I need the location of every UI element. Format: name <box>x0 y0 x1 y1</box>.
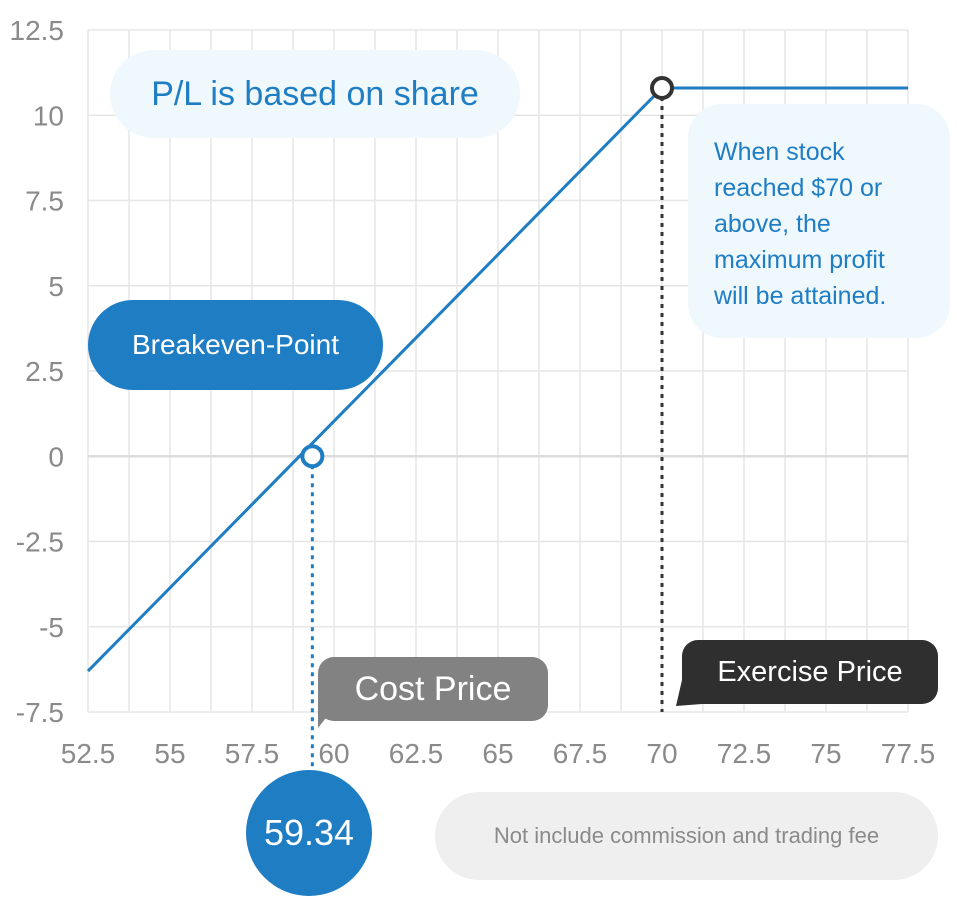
cost-price-label: Cost Price <box>318 657 548 721</box>
max-profit-line: will be attained. <box>714 282 887 310</box>
exercise-price-label: Exercise Price <box>682 640 938 704</box>
max-profit-line: reached $70 or <box>714 174 883 202</box>
marker-layer <box>300 75 674 469</box>
max-profit-line: When stock <box>714 138 845 166</box>
y-tick-label: -5 <box>39 612 64 643</box>
y-axis-ticks: 12.5 10 7.5 5 2.5 0 -2.5 -5 -7.5 <box>10 15 65 728</box>
pl-note: P/L is based on share <box>110 50 520 138</box>
x-tick-label: 67.5 <box>553 738 608 769</box>
x-tick-label: 57.5 <box>225 738 280 769</box>
x-tick-label: 60 <box>318 738 349 769</box>
fee-note: Not include commission and trading fee <box>435 792 938 880</box>
y-tick-label: 2.5 <box>25 356 64 387</box>
y-tick-label: 7.5 <box>25 186 64 217</box>
x-tick-label: 62.5 <box>389 738 444 769</box>
x-tick-label: 70 <box>646 738 677 769</box>
x-tick-label: 72.5 <box>717 738 772 769</box>
max-profit-line: maximum profit <box>714 246 885 274</box>
y-tick-label: 0 <box>48 441 64 472</box>
x-tick-label: 52.5 <box>61 738 116 769</box>
y-tick-label: 5 <box>48 271 64 302</box>
breakeven-label: Breakeven-Point <box>88 300 383 390</box>
exercise-marker <box>650 75 674 100</box>
x-tick-label: 65 <box>482 738 513 769</box>
reference-lines <box>310 87 664 770</box>
breakeven-value-badge: 59.34 <box>246 770 372 896</box>
x-tick-label: 77.5 <box>881 738 936 769</box>
y-tick-label: -7.5 <box>16 697 64 728</box>
x-axis-ticks: 52.5 55 57.5 60 62.5 65 67.5 70 72.5 75 77.5 <box>61 738 936 769</box>
y-tick-label: 10 <box>33 100 64 131</box>
y-tick-label: -2.5 <box>16 527 64 558</box>
breakeven-marker <box>300 444 325 469</box>
x-tick-label: 55 <box>154 738 185 769</box>
max-profit-note: When stock reached $70 or above, the max… <box>688 104 950 338</box>
max-profit-line: above, the <box>714 210 831 238</box>
x-tick-label: 75 <box>810 738 841 769</box>
y-tick-label: 12.5 <box>10 15 65 46</box>
